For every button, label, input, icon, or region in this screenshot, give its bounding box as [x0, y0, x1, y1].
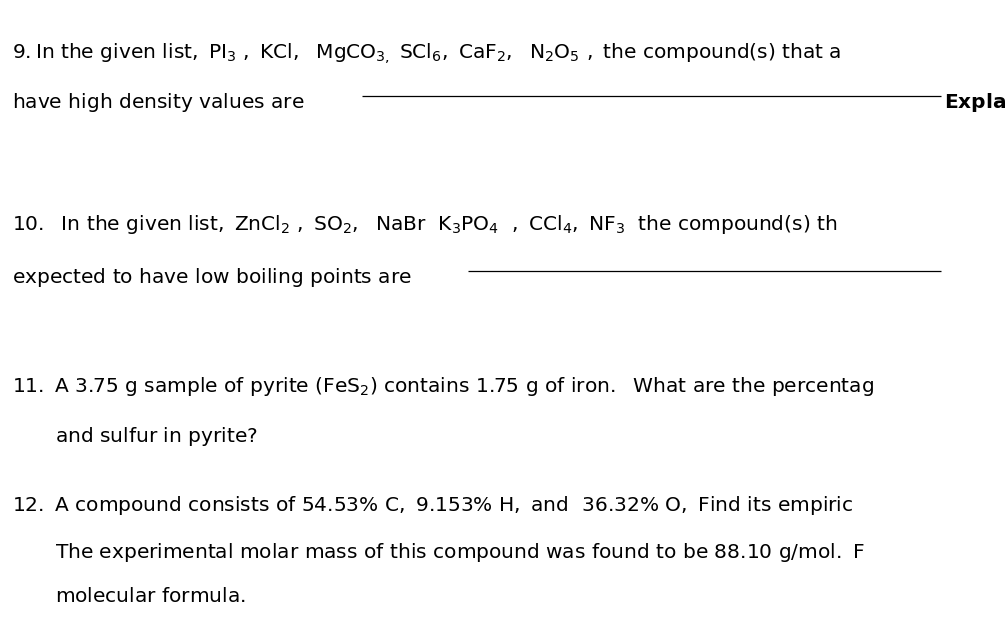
Text: $\mathsf{and\ sulfur\ in\ pyrite?}$: $\mathsf{and\ sulfur\ in\ pyrite?}$ [55, 425, 259, 448]
Text: $\mathbf{Explain\ w}$: $\mathbf{Explain\ w}$ [944, 91, 1006, 114]
Text: $\mathsf{molecular\ formula.}$: $\mathsf{molecular\ formula.}$ [55, 588, 246, 606]
Text: $\mathsf{The\ experimental\ molar\ mass\ of\ this\ compound\ was\ found\ to\ be\: $\mathsf{The\ experimental\ molar\ mass\… [55, 541, 865, 564]
Text: $\mathsf{have\ high\ density\ values\ are}$: $\mathsf{have\ high\ density\ values\ ar… [12, 91, 305, 114]
Text: $\mathsf{12.\ A\ compound\ consists\ of\ 54.53\%\ C,\ 9.153\%\ H,\ and\ \ 36.32\: $\mathsf{12.\ A\ compound\ consists\ of\… [12, 494, 853, 517]
Text: $\mathsf{expected\ to\ have\ low\ boiling\ points\ are}$: $\mathsf{expected\ to\ have\ low\ boilin… [12, 266, 412, 289]
Text: $\mathsf{11.\ A\ 3.75\ g\ sample\ of\ pyrite\ (FeS_2)\ contains\ 1.75\ g\ of\ ir: $\mathsf{11.\ A\ 3.75\ g\ sample\ of\ py… [12, 375, 874, 398]
Text: $\mathsf{10.\ \ In\ the\ given\ list,\ ZnCl_2\ ,\ SO_2,\ \ NaBr\ \ K_3PO_4\ \ ,\: $\mathsf{10.\ \ In\ the\ given\ list,\ Z… [12, 213, 838, 236]
Text: $\mathsf{9. In\ the\ given\ list,\ PI_3\ ,\ KCl,\ \ MgCO_{3,}\ SCl_6,\ CaF_2,\ \: $\mathsf{9. In\ the\ given\ list,\ PI_3\… [12, 41, 841, 66]
